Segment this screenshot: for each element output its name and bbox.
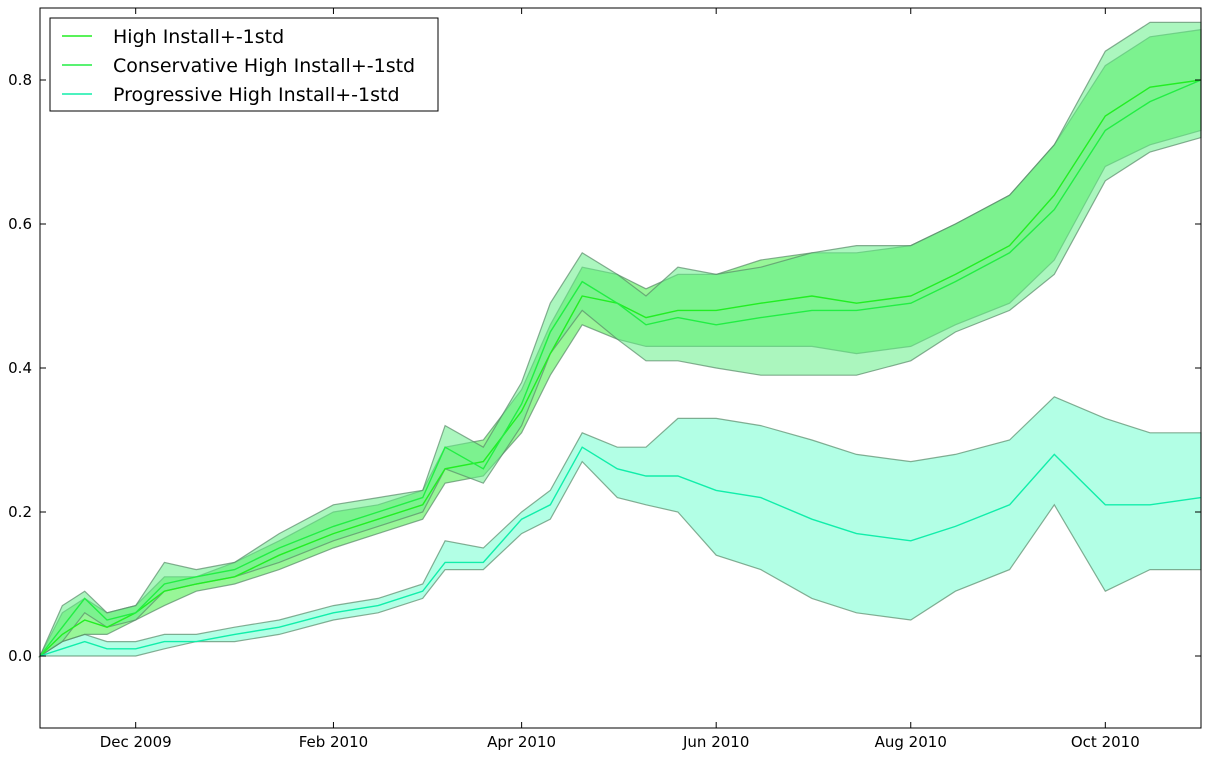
series-line-2 — [39, 446, 1202, 657]
band-0 — [38, 28, 1202, 658]
x-tick-label: Apr 2010 — [487, 733, 556, 751]
std-bands — [37, 21, 1202, 658]
y-tick-label: 0.4 — [8, 359, 32, 377]
series-line-1 — [39, 79, 1202, 657]
x-tick-label: Dec 2009 — [100, 733, 172, 751]
y-axis: 0.0 0.2 0.4 0.6 0.8 — [8, 71, 1201, 665]
series-lines — [39, 79, 1202, 657]
band-2 — [37, 396, 1202, 657]
legend: High Install+-1std Conservative High Inst… — [49, 17, 439, 112]
y-tick-label: 0.2 — [8, 503, 32, 521]
x-tick-label: Aug 2010 — [875, 733, 947, 751]
series-line-0 — [39, 79, 1202, 657]
x-tick-label: Feb 2010 — [299, 733, 369, 751]
legend-entry: High Install+-1std — [113, 26, 284, 48]
x-tick-label: Jun 2010 — [682, 733, 749, 751]
y-tick-label: 0.8 — [8, 71, 32, 89]
legend-entry: Conservative High Install+-1std — [113, 55, 415, 77]
plot-frame — [39, 7, 1202, 729]
x-tick-label: Oct 2010 — [1071, 733, 1140, 751]
x-axis: Dec 2009 Feb 2010 Apr 2010 Jun 2010 Aug 2010… — [100, 8, 1140, 751]
y-tick-label: 0.6 — [8, 215, 32, 233]
legend-entry: Progressive High Install+-1std — [113, 84, 400, 106]
band-1 — [38, 21, 1202, 658]
y-tick-label: 0.0 — [8, 647, 32, 665]
legend-box — [49, 17, 439, 112]
